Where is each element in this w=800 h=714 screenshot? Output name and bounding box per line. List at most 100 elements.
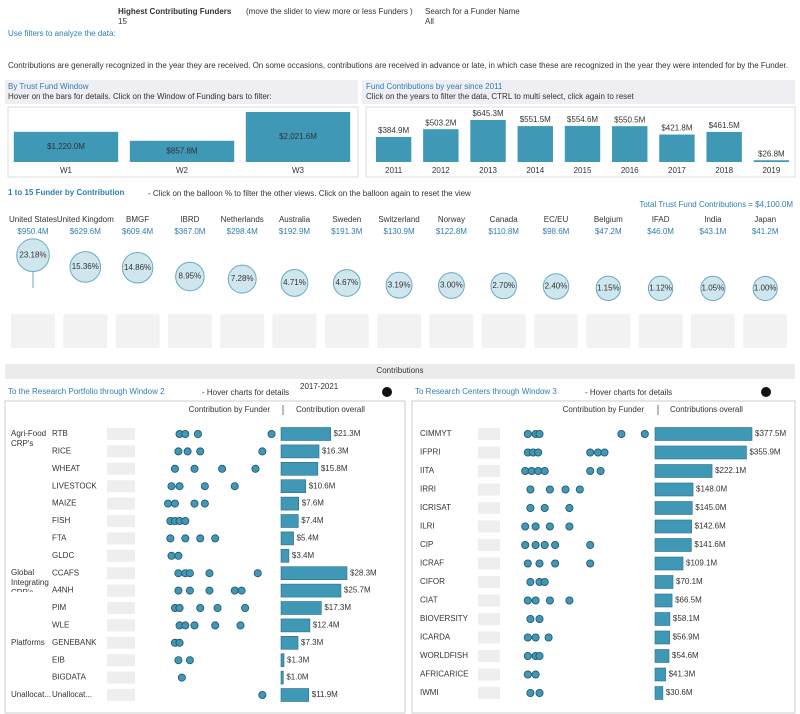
dot[interactable]	[181, 429, 190, 438]
bar[interactable]	[280, 653, 285, 668]
dot[interactable]	[531, 670, 540, 679]
dot[interactable]	[540, 503, 549, 512]
dot[interactable]	[535, 429, 544, 438]
dot[interactable]	[174, 447, 183, 456]
dot[interactable]	[535, 615, 544, 624]
dot[interactable]	[174, 656, 183, 665]
balloon[interactable]	[16, 238, 50, 273]
dot[interactable]	[565, 596, 574, 605]
bar[interactable]	[280, 583, 342, 598]
bar[interactable]	[654, 556, 684, 571]
bar[interactable]	[654, 612, 671, 626]
dot[interactable]	[258, 691, 267, 700]
dot[interactable]	[267, 429, 276, 438]
dot[interactable]	[596, 466, 605, 475]
bar[interactable]	[280, 618, 311, 633]
bar[interactable]	[654, 501, 693, 515]
dot[interactable]	[230, 482, 239, 491]
dot[interactable]	[205, 586, 214, 595]
dot[interactable]	[181, 621, 190, 630]
balloon[interactable]	[490, 272, 518, 300]
dot[interactable]	[183, 447, 192, 456]
dot[interactable]	[174, 551, 183, 560]
bar[interactable]	[659, 134, 695, 162]
dot[interactable]	[535, 559, 544, 568]
bar[interactable]	[654, 630, 670, 645]
bar[interactable]	[280, 531, 294, 546]
dot[interactable]	[586, 541, 595, 550]
dot[interactable]	[521, 522, 530, 531]
dot[interactable]	[218, 464, 227, 473]
dot[interactable]	[534, 448, 543, 457]
bar[interactable]	[470, 120, 506, 162]
dot[interactable]	[526, 615, 535, 624]
dot[interactable]	[600, 448, 609, 457]
dot[interactable]	[211, 534, 220, 543]
dot[interactable]	[230, 586, 239, 595]
dot[interactable]	[175, 638, 184, 647]
bar[interactable]	[654, 686, 664, 700]
dot[interactable]	[565, 503, 574, 512]
dot[interactable]	[565, 522, 574, 531]
bar[interactable]	[280, 427, 331, 441]
dot[interactable]	[544, 633, 553, 642]
balloon[interactable]	[332, 269, 361, 297]
dot[interactable]	[174, 586, 183, 595]
dot[interactable]	[531, 633, 540, 642]
dot[interactable]	[213, 604, 222, 613]
dot[interactable]	[181, 517, 190, 526]
bar[interactable]	[423, 129, 459, 162]
bar[interactable]	[129, 140, 235, 162]
dot[interactable]	[535, 689, 544, 698]
dot[interactable]	[200, 482, 209, 491]
dot[interactable]	[170, 464, 179, 473]
dot[interactable]	[181, 534, 190, 543]
dot[interactable]	[551, 541, 560, 550]
bar[interactable]	[280, 496, 300, 511]
bar[interactable]	[375, 136, 412, 162]
bar[interactable]	[706, 131, 742, 162]
balloon[interactable]	[227, 264, 257, 294]
bar[interactable]	[280, 688, 310, 702]
dot[interactable]	[200, 499, 209, 508]
dot[interactable]	[531, 596, 540, 605]
dot[interactable]	[241, 604, 250, 613]
bar[interactable]	[280, 444, 320, 459]
dot[interactable]	[640, 429, 649, 438]
dot[interactable]	[545, 485, 554, 494]
dot[interactable]	[164, 499, 173, 508]
dot[interactable]	[167, 551, 176, 560]
dot[interactable]	[237, 586, 246, 595]
balloon[interactable]	[280, 269, 309, 297]
dot[interactable]	[551, 559, 560, 568]
dot[interactable]	[523, 670, 532, 679]
dot[interactable]	[174, 569, 183, 578]
dot[interactable]	[586, 559, 595, 568]
bar[interactable]	[280, 514, 299, 528]
bar[interactable]	[280, 548, 290, 563]
balloon[interactable]	[752, 275, 778, 302]
bar[interactable]	[654, 575, 674, 589]
dot[interactable]	[175, 482, 184, 491]
dot[interactable]	[575, 485, 584, 494]
bar[interactable]	[280, 601, 322, 615]
balloon[interactable]	[700, 275, 726, 302]
dot[interactable]	[175, 604, 184, 613]
dot[interactable]	[531, 541, 540, 550]
dot[interactable]	[526, 578, 535, 587]
balloon[interactable]	[175, 261, 205, 292]
bar[interactable]	[753, 160, 790, 162]
dot[interactable]	[586, 448, 595, 457]
dot[interactable]	[540, 578, 549, 587]
dot[interactable]	[196, 604, 205, 613]
balloon[interactable]	[647, 275, 674, 301]
dot[interactable]	[166, 534, 175, 543]
dot[interactable]	[617, 429, 626, 438]
bar[interactable]	[654, 427, 753, 441]
balloon[interactable]	[385, 271, 413, 299]
dot[interactable]	[531, 522, 540, 531]
dot[interactable]	[177, 673, 186, 682]
dot[interactable]	[170, 499, 179, 508]
dot[interactable]	[185, 656, 194, 665]
dot[interactable]	[526, 485, 535, 494]
